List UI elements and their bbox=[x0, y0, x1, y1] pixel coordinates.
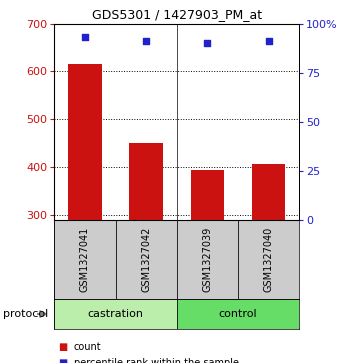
Bar bbox=[252, 164, 286, 220]
Bar bbox=[129, 143, 163, 220]
Bar bbox=[116, 220, 177, 299]
Bar bbox=[238, 220, 299, 299]
Bar bbox=[177, 299, 299, 329]
Point bbox=[266, 38, 272, 44]
Point bbox=[204, 40, 210, 46]
Text: GSM1327042: GSM1327042 bbox=[141, 227, 151, 292]
Point bbox=[82, 34, 88, 40]
Text: GSM1327041: GSM1327041 bbox=[80, 227, 90, 292]
Point bbox=[144, 38, 149, 44]
Bar bbox=[68, 64, 102, 220]
Text: castration: castration bbox=[88, 309, 144, 319]
Bar bbox=[54, 299, 177, 329]
Text: ■: ■ bbox=[58, 342, 67, 352]
Text: control: control bbox=[219, 309, 257, 319]
Text: protocol: protocol bbox=[4, 309, 49, 319]
Bar bbox=[54, 220, 116, 299]
Bar bbox=[177, 220, 238, 299]
Text: GSM1327039: GSM1327039 bbox=[202, 227, 212, 292]
Title: GDS5301 / 1427903_PM_at: GDS5301 / 1427903_PM_at bbox=[92, 8, 262, 21]
Text: ■: ■ bbox=[58, 358, 67, 363]
Bar bbox=[190, 170, 224, 220]
Text: GSM1327040: GSM1327040 bbox=[264, 227, 274, 292]
Text: percentile rank within the sample: percentile rank within the sample bbox=[74, 358, 238, 363]
Text: count: count bbox=[74, 342, 101, 352]
